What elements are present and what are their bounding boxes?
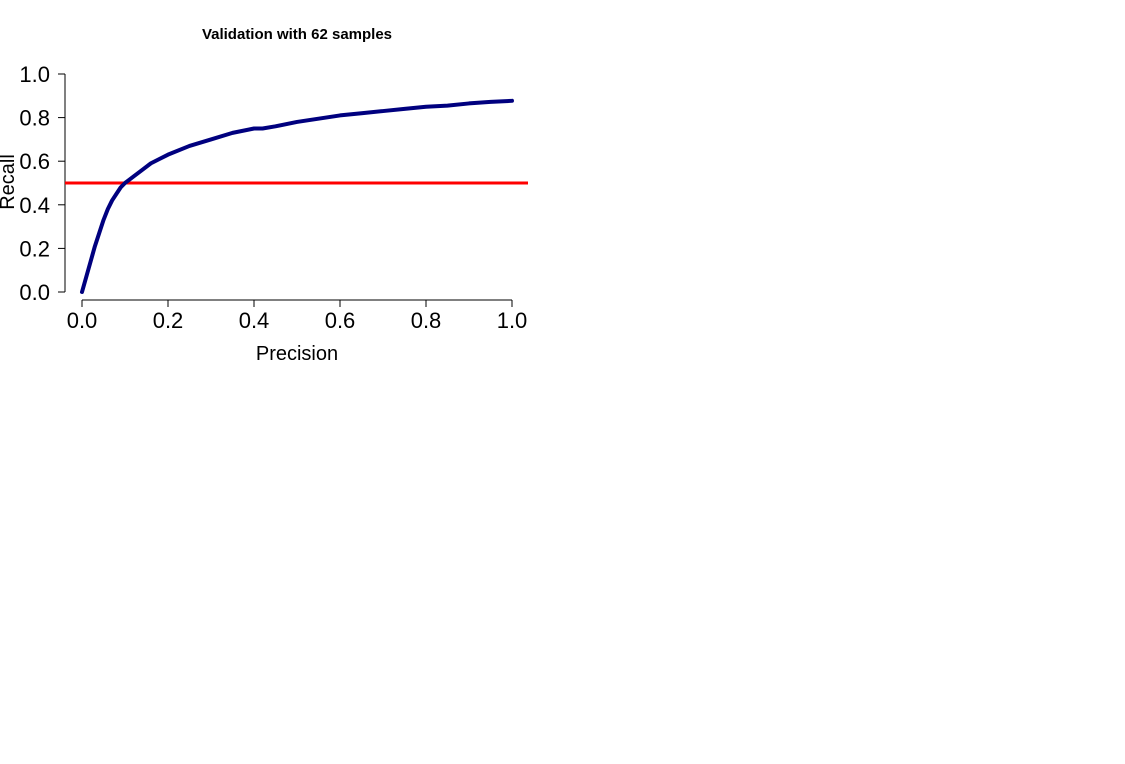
x-tick-label: 1.0 — [497, 308, 528, 333]
y-tick-label: 0.8 — [19, 106, 50, 131]
y-axis: 0.0 0.2 0.4 0.6 0.8 1.0 — [19, 62, 66, 305]
x-tick-label: 0.2 — [153, 308, 184, 333]
x-tick-label: 0.8 — [411, 308, 442, 333]
x-axis-label: Precision — [256, 343, 338, 365]
x-tick-label: 0.6 — [325, 308, 356, 333]
x-axis: 0.0 0.2 0.4 0.6 0.8 1.0 — [67, 299, 528, 333]
plot-area — [65, 98, 528, 294]
x-tick-label: 0.0 — [67, 308, 98, 333]
y-tick-label: 0.4 — [19, 193, 50, 218]
x-tick-label: 0.4 — [239, 308, 270, 333]
series-line-0 — [80, 98, 514, 294]
y-tick-label: 1.0 — [19, 62, 50, 87]
y-axis-label: Recall — [0, 154, 19, 210]
y-tick-label: 0.0 — [19, 280, 50, 305]
chart-title: Validation with 62 samples — [202, 26, 392, 43]
y-tick-label: 0.6 — [19, 149, 50, 174]
y-tick-label: 0.2 — [19, 236, 50, 261]
